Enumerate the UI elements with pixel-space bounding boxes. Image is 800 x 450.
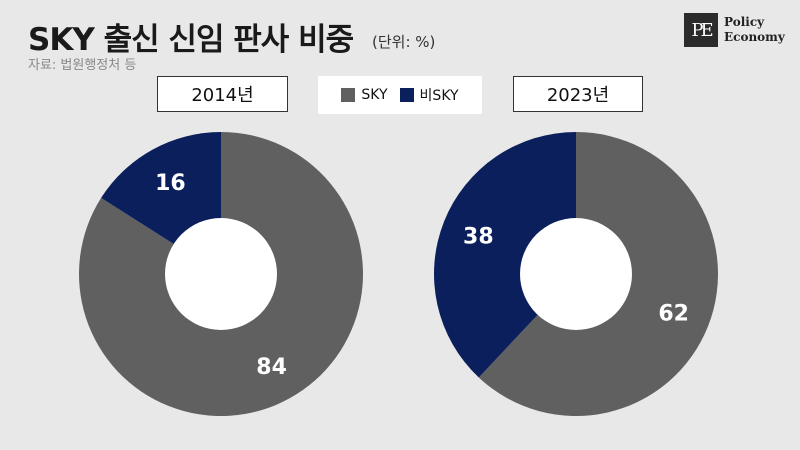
unit-label: (단위: %) <box>372 33 436 51</box>
data-label-2014-non-sky: 16 <box>155 171 186 196</box>
logo-line-1: Policy <box>724 15 765 29</box>
donut-hole-2023 <box>520 218 632 330</box>
legend: SKY 비SKY <box>318 76 482 114</box>
data-label-2023-sky: 62 <box>658 302 689 327</box>
donut-hole-2014 <box>165 218 277 330</box>
legend-item-sky: SKY <box>341 87 388 103</box>
legend-swatch-sky <box>341 88 356 102</box>
legend-label-non-sky: 비SKY <box>419 88 459 104</box>
legend-item-non-sky: 비SKY <box>399 85 459 105</box>
data-label-2014-sky: 84 <box>256 355 287 380</box>
logo-line-2: Economy <box>724 30 785 44</box>
source-note: 자료: 법원행정처 등 <box>28 58 137 73</box>
logo-text: Policy Economy <box>724 15 785 45</box>
data-label-2023-non-sky: 38 <box>463 224 494 249</box>
legend-label-sky: SKY <box>361 87 388 103</box>
legend-swatch-non-sky <box>399 88 414 102</box>
brand-logo: PE Policy Economy <box>684 13 800 53</box>
chart-title: SKY 출신 신임 판사 비중 <box>28 22 354 58</box>
logo-mark-icon: PE <box>684 13 718 47</box>
year-label-2023: 2023년 <box>513 76 643 112</box>
year-label-2014: 2014년 <box>157 76 288 112</box>
slice-2023-non-sky <box>434 132 576 378</box>
